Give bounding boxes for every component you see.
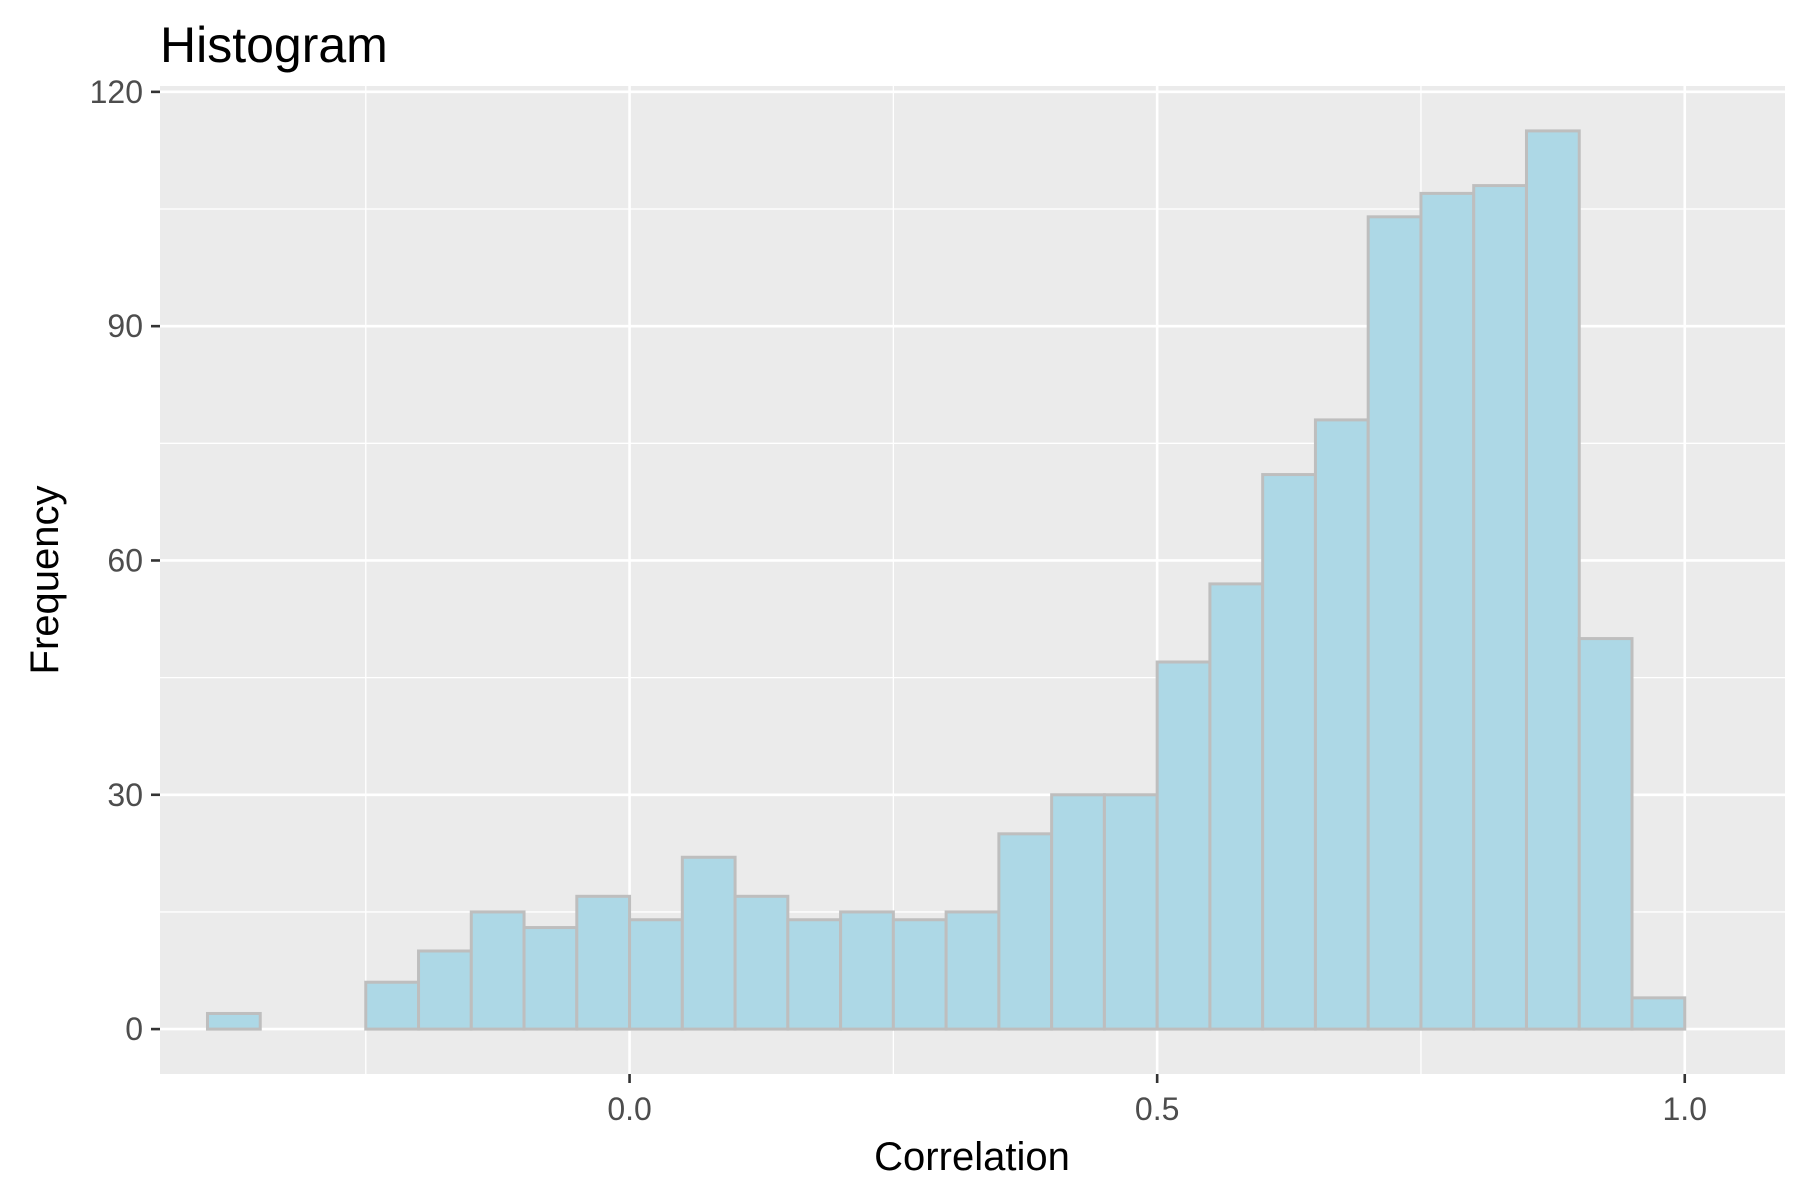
y-tick-label: 60 [107, 542, 143, 578]
histogram-bar [944, 910, 1001, 1031]
histogram-bar [205, 1011, 262, 1031]
histogram-bar [891, 918, 948, 1031]
histogram-bar [1102, 793, 1159, 1031]
histogram-bar [1577, 637, 1634, 1031]
y-axis-title: Frequency [23, 486, 67, 675]
histogram-bar [628, 918, 684, 1031]
chart-title: Histogram [160, 17, 388, 73]
histogram-bar [1155, 660, 1212, 1031]
histogram-bar [417, 949, 473, 1031]
x-tick-label: 0.5 [1135, 1091, 1179, 1127]
histogram-bar [1366, 215, 1423, 1031]
histogram-bar [469, 910, 526, 1031]
histogram-bar [786, 918, 843, 1031]
histogram-bar [680, 855, 737, 1031]
y-tick-label: 0 [125, 1011, 143, 1047]
histogram-bar [1419, 191, 1476, 1031]
y-tick-label: 120 [90, 74, 143, 110]
histogram-bar [1050, 793, 1106, 1031]
x-tick-label: 0.0 [607, 1091, 651, 1127]
histogram-bar [1472, 184, 1528, 1031]
x-tick-label: 1.0 [1663, 1091, 1707, 1127]
x-axis-title: Correlation [874, 1135, 1070, 1179]
histogram-bar [1313, 418, 1370, 1031]
histogram-bar [733, 894, 790, 1031]
histogram-bar [1524, 129, 1581, 1031]
histogram-bar [1208, 582, 1265, 1031]
histogram-bar [522, 926, 579, 1031]
histogram-bars [205, 129, 1687, 1031]
histogram-bar [839, 910, 895, 1031]
y-tick-label: 30 [107, 777, 143, 813]
histogram-bar [1261, 473, 1317, 1031]
histogram-bar [1630, 996, 1687, 1031]
y-tick-label: 90 [107, 308, 143, 344]
histogram-bar [997, 832, 1054, 1031]
axes: 0 30 60 90 120 0.0 0.5 1.0 [90, 74, 1707, 1127]
histogram-bar [364, 980, 421, 1031]
histogram-bar [575, 894, 632, 1031]
